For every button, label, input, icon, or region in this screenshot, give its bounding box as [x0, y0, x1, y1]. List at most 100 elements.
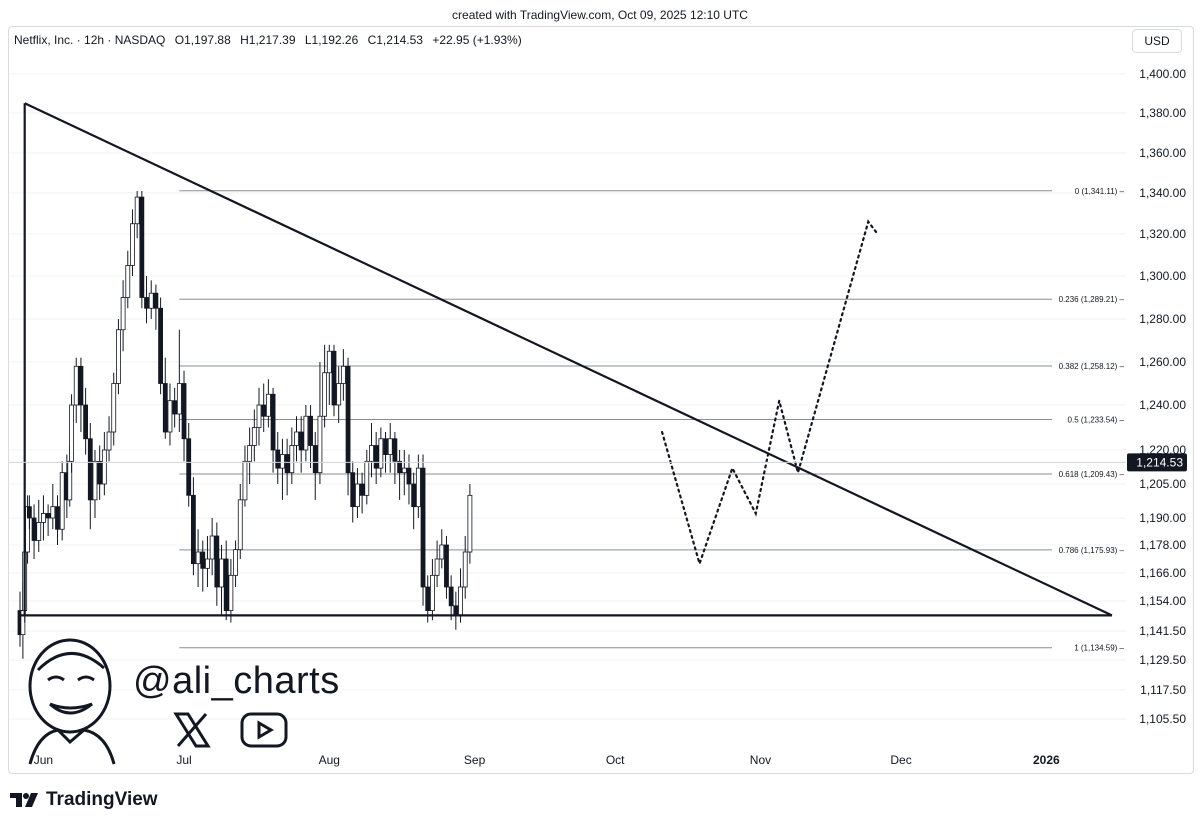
candle[interactable]: [130, 209, 135, 276]
candle[interactable]: [312, 432, 318, 500]
candle[interactable]: [359, 472, 365, 514]
candle[interactable]: [284, 438, 290, 496]
candle[interactable]: [369, 423, 374, 478]
candle[interactable]: [97, 445, 103, 500]
candle[interactable]: [59, 461, 65, 541]
candle[interactable]: [78, 357, 84, 432]
candle[interactable]: [308, 405, 313, 469]
candle[interactable]: [448, 575, 454, 621]
candle[interactable]: [242, 445, 248, 507]
candle[interactable]: [467, 484, 473, 564]
candle[interactable]: [298, 416, 304, 473]
candle[interactable]: [73, 357, 79, 423]
candle[interactable]: [439, 529, 445, 569]
candle[interactable]: [261, 383, 267, 433]
candle[interactable]: [317, 362, 323, 484]
candle[interactable]: [415, 454, 421, 518]
candle[interactable]: [430, 559, 435, 621]
candle[interactable]: [420, 454, 426, 606]
candle[interactable]: [401, 450, 407, 496]
candle[interactable]: [41, 495, 46, 541]
candle-body-down: [26, 506, 32, 519]
candle-body-up: [134, 196, 140, 225]
candle[interactable]: [326, 344, 332, 405]
candle[interactable]: [144, 276, 149, 324]
candle[interactable]: [83, 387, 89, 455]
candle[interactable]: [87, 423, 93, 530]
candle[interactable]: [434, 540, 440, 588]
candle[interactable]: [181, 370, 187, 462]
candle[interactable]: [148, 280, 154, 319]
candle[interactable]: [462, 536, 468, 599]
candle[interactable]: [186, 423, 192, 507]
candle[interactable]: [280, 438, 285, 500]
candle[interactable]: [31, 504, 37, 559]
candle[interactable]: [270, 387, 276, 473]
candle[interactable]: [373, 432, 379, 484]
candle[interactable]: [219, 545, 224, 616]
candle[interactable]: [92, 450, 98, 518]
candle[interactable]: [233, 540, 238, 588]
candle[interactable]: [331, 344, 337, 417]
candle[interactable]: [200, 540, 206, 592]
candle[interactable]: [214, 522, 220, 606]
candle[interactable]: [167, 383, 173, 446]
candle[interactable]: [36, 499, 42, 552]
candle-body-down: [55, 506, 60, 530]
x-social-icon[interactable]: [172, 712, 212, 753]
candle[interactable]: [172, 387, 178, 428]
candle[interactable]: [195, 529, 201, 587]
candle[interactable]: [116, 319, 121, 395]
candle[interactable]: [153, 284, 159, 330]
candle[interactable]: [205, 536, 210, 587]
candle[interactable]: [392, 432, 398, 484]
candle[interactable]: [340, 349, 346, 401]
candle[interactable]: [275, 432, 281, 484]
candle[interactable]: [322, 344, 328, 428]
candle[interactable]: [251, 409, 257, 462]
candle[interactable]: [209, 518, 215, 576]
candle[interactable]: [139, 191, 145, 309]
candle[interactable]: [50, 484, 56, 530]
candle[interactable]: [411, 472, 417, 530]
candle[interactable]: [355, 468, 360, 518]
candle[interactable]: [45, 504, 51, 536]
candle[interactable]: [364, 450, 370, 505]
candle[interactable]: [26, 495, 32, 530]
candle[interactable]: [387, 423, 393, 473]
candle[interactable]: [289, 427, 295, 485]
candle[interactable]: [345, 357, 351, 496]
candle[interactable]: [397, 450, 403, 500]
candle[interactable]: [101, 432, 107, 496]
candle[interactable]: [228, 559, 234, 623]
candle[interactable]: [383, 432, 388, 473]
candle[interactable]: [336, 366, 342, 423]
candle[interactable]: [55, 495, 60, 545]
price-tick-label: 1,280.00: [1139, 312, 1186, 326]
candle[interactable]: [162, 357, 168, 439]
candle[interactable]: [190, 477, 196, 576]
candle[interactable]: [378, 427, 384, 478]
candle[interactable]: [120, 280, 126, 352]
youtube-icon[interactable]: [240, 712, 288, 753]
candle[interactable]: [223, 540, 229, 621]
candle-body-down: [186, 438, 192, 496]
candle[interactable]: [106, 416, 112, 462]
currency-button[interactable]: USD: [1132, 29, 1182, 53]
candle[interactable]: [256, 387, 262, 446]
candle[interactable]: [350, 461, 356, 523]
candle[interactable]: [247, 427, 253, 485]
candle[interactable]: [453, 591, 459, 630]
candle[interactable]: [303, 405, 309, 462]
candle[interactable]: [176, 329, 182, 432]
candle[interactable]: [294, 416, 299, 462]
candle[interactable]: [134, 191, 140, 239]
candle[interactable]: [237, 484, 243, 559]
candle[interactable]: [125, 250, 131, 309]
candle[interactable]: [69, 394, 74, 473]
candle[interactable]: [158, 297, 163, 395]
candle[interactable]: [444, 536, 449, 599]
candle[interactable]: [111, 372, 117, 446]
candle[interactable]: [265, 379, 271, 428]
